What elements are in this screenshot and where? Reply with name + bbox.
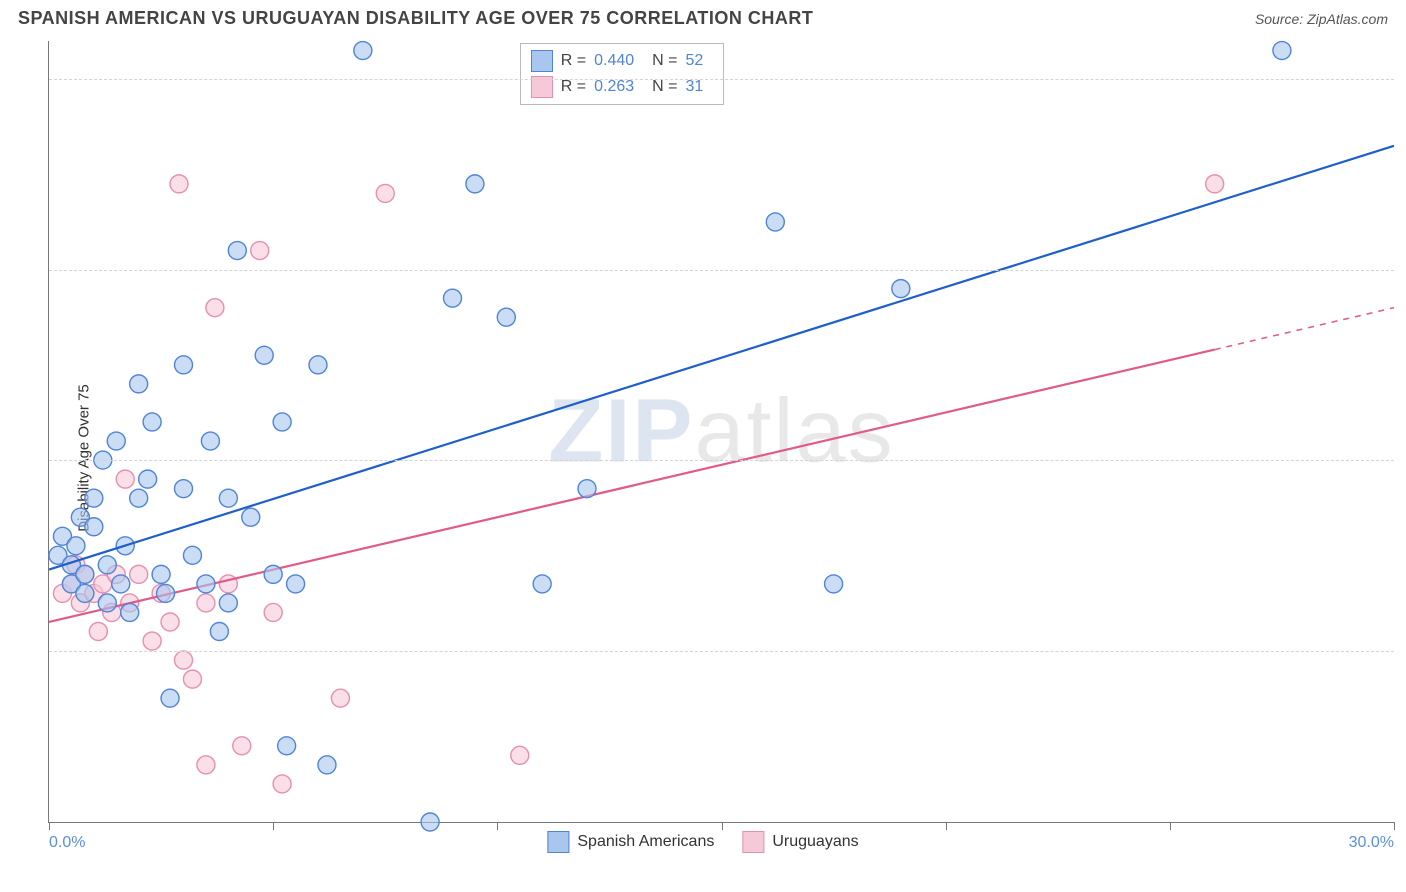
regression-line-spanish (49, 146, 1394, 570)
data-point-spanish (278, 737, 296, 755)
data-point-spanish (273, 413, 291, 431)
chart-source: Source: ZipAtlas.com (1255, 11, 1388, 27)
y-tick-label: 80.0% (1398, 261, 1406, 279)
data-point-spanish (287, 575, 305, 593)
data-point-spanish (255, 346, 273, 364)
data-point-spanish (85, 518, 103, 536)
data-point-uruguayan (116, 470, 134, 488)
data-point-spanish (421, 813, 439, 831)
chart-header: SPANISH AMERICAN VS URUGUAYAN DISABILITY… (0, 0, 1406, 33)
data-point-spanish (219, 489, 237, 507)
plot-area: ZIPatlas R = 0.440 N = 52 R = 0.263 N = … (48, 41, 1394, 823)
data-point-spanish (228, 242, 246, 260)
data-point-uruguayan (331, 689, 349, 707)
data-point-spanish (264, 565, 282, 583)
data-point-spanish (533, 575, 551, 593)
data-point-spanish (76, 584, 94, 602)
regression-line-uruguayan (49, 350, 1215, 622)
data-point-spanish (157, 584, 175, 602)
data-point-spanish (825, 575, 843, 593)
data-point-spanish (578, 480, 596, 498)
data-point-spanish (210, 623, 228, 641)
data-point-uruguayan (143, 632, 161, 650)
data-point-uruguayan (130, 565, 148, 583)
data-point-uruguayan (206, 299, 224, 317)
swatch-uruguayan (742, 831, 764, 853)
data-point-spanish (67, 537, 85, 555)
chart-container: Disability Age Over 75 ZIPatlas R = 0.44… (0, 33, 1406, 883)
data-point-uruguayan (273, 775, 291, 793)
chart-title: SPANISH AMERICAN VS URUGUAYAN DISABILITY… (18, 8, 813, 29)
data-point-spanish (152, 565, 170, 583)
y-tick-label: 100.0% (1398, 70, 1406, 88)
data-point-uruguayan (161, 613, 179, 631)
data-point-uruguayan (233, 737, 251, 755)
data-point-uruguayan (175, 651, 193, 669)
data-point-spanish (354, 42, 372, 60)
data-point-spanish (112, 575, 130, 593)
data-point-spanish (466, 175, 484, 193)
data-point-uruguayan (511, 746, 529, 764)
x-tick-label: 0.0% (49, 834, 85, 852)
data-point-uruguayan (197, 594, 215, 612)
plot-svg (49, 41, 1394, 822)
data-point-spanish (1273, 42, 1291, 60)
data-point-spanish (242, 508, 260, 526)
data-point-spanish (76, 565, 94, 583)
data-point-spanish (309, 356, 327, 374)
data-point-spanish (318, 756, 336, 774)
data-point-spanish (85, 489, 103, 507)
data-point-spanish (98, 594, 116, 612)
legend-item-spanish: Spanish Americans (547, 831, 714, 853)
legend-item-uruguayan: Uruguayans (742, 831, 858, 853)
data-point-spanish (107, 432, 125, 450)
data-point-spanish (201, 432, 219, 450)
data-point-uruguayan (264, 603, 282, 621)
data-point-uruguayan (197, 756, 215, 774)
data-point-spanish (175, 356, 193, 374)
data-point-spanish (98, 556, 116, 574)
data-point-uruguayan (89, 623, 107, 641)
legend: Spanish Americans Uruguayans (547, 831, 858, 853)
data-point-spanish (219, 594, 237, 612)
regression-line-dashed-uruguayan (1215, 308, 1394, 350)
data-point-spanish (444, 289, 462, 307)
data-point-spanish (130, 375, 148, 393)
data-point-spanish (175, 480, 193, 498)
data-point-uruguayan (183, 670, 201, 688)
x-tick-label: 30.0% (1349, 834, 1394, 852)
data-point-spanish (497, 308, 515, 326)
data-point-spanish (161, 689, 179, 707)
y-tick-label: 40.0% (1398, 642, 1406, 660)
data-point-spanish (143, 413, 161, 431)
data-point-uruguayan (251, 242, 269, 260)
data-point-spanish (892, 280, 910, 298)
data-point-spanish (121, 603, 139, 621)
data-point-spanish (139, 470, 157, 488)
data-point-spanish (130, 489, 148, 507)
swatch-spanish (547, 831, 569, 853)
data-point-spanish (766, 213, 784, 231)
data-point-uruguayan (170, 175, 188, 193)
y-tick-label: 60.0% (1398, 451, 1406, 469)
data-point-uruguayan (376, 184, 394, 202)
data-point-spanish (197, 575, 215, 593)
data-point-spanish (183, 546, 201, 564)
data-point-uruguayan (1206, 175, 1224, 193)
